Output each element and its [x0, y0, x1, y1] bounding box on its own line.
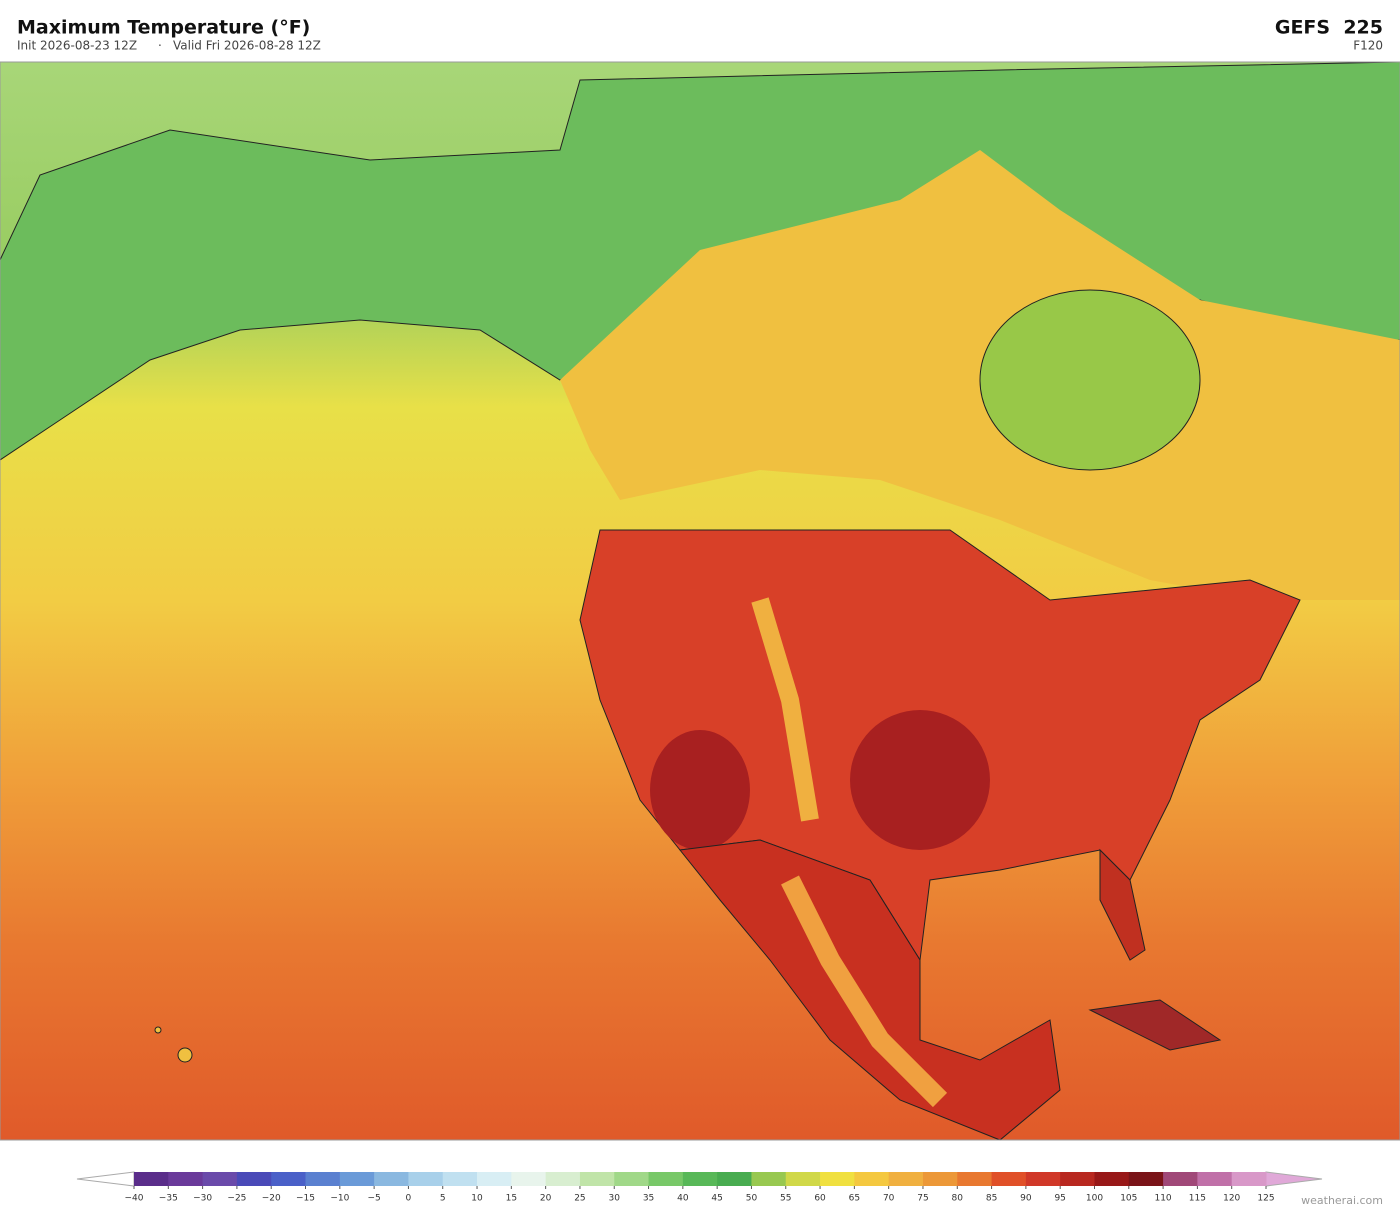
colorbar-tick-label: −15 [296, 1194, 315, 1204]
colorbar-tick-label: 50 [746, 1194, 758, 1204]
colorbar-segment [991, 1172, 1027, 1186]
mexico [679, 839, 1061, 1141]
colorbar-segment [785, 1172, 821, 1186]
colorbar-tick-label: 95 [1054, 1194, 1065, 1204]
colorbar-segment [168, 1172, 204, 1186]
colorbar-under [76, 1171, 135, 1187]
colorbar-segment [614, 1172, 650, 1186]
colorbar-segment [271, 1172, 307, 1186]
colorbar-segment [374, 1172, 409, 1186]
model: GEFS 225 [1275, 17, 1383, 39]
hawaii [154, 1026, 162, 1034]
colorbar-segment [1094, 1172, 1130, 1186]
colorbar-segment [717, 1172, 752, 1186]
colorbar-segment [339, 1172, 375, 1186]
colorbar-tick-label: 55 [780, 1194, 791, 1204]
colorbar-segment [648, 1172, 684, 1186]
colorbar-tick-label: 30 [609, 1194, 621, 1204]
florida [1099, 848, 1146, 961]
colorbar-segment [579, 1172, 615, 1186]
colorbar-segment [1128, 1172, 1164, 1186]
cuba [1088, 999, 1222, 1051]
hot-core [650, 730, 750, 850]
colorbar-segment [1197, 1172, 1233, 1186]
colorbar-segment [1025, 1172, 1061, 1186]
colorbar-tick-label: 20 [540, 1194, 552, 1204]
colorbar-tick-label: −20 [262, 1194, 281, 1204]
colorbar-tick-label: 15 [506, 1194, 517, 1204]
colorbar-over [1265, 1171, 1323, 1187]
hudson-bay [979, 289, 1201, 471]
colorbar-tick-label: 45 [711, 1194, 722, 1204]
colorbar-tick-label: 125 [1257, 1194, 1274, 1204]
colorbar-segment [1163, 1172, 1198, 1186]
valid-time: Valid Fri 2026-08-28 12Z [173, 39, 321, 53]
colorbar-segment [477, 1172, 512, 1186]
colorbar-tick-label: 0 [406, 1194, 412, 1204]
colorbar-segment [511, 1172, 547, 1186]
title: Maximum Temperature (°F) [17, 17, 310, 39]
colorbar-tick-label: 75 [917, 1194, 928, 1204]
colorbar-tick-label: 110 [1154, 1194, 1171, 1204]
colorbar-tick-label: −35 [159, 1194, 178, 1204]
colorbar-segment [957, 1172, 993, 1186]
colorbar-tick-label: −25 [227, 1194, 246, 1204]
colorbar-segment [408, 1172, 444, 1186]
colorbar-tick-label: −10 [330, 1194, 349, 1204]
colorbar-segment [854, 1172, 890, 1186]
colorbar-segment [236, 1172, 272, 1186]
mountains [781, 875, 948, 1108]
colorbar-segment [134, 1172, 169, 1186]
colorbar-segment [682, 1172, 718, 1186]
colorbar-segment [305, 1172, 341, 1186]
colorbar-tick-label: −30 [193, 1194, 212, 1204]
colorbar-tick-label: 35 [643, 1194, 654, 1204]
colorbar-segment [1060, 1172, 1095, 1186]
colorbar-tick-label: 70 [883, 1194, 895, 1204]
colorbar-segment [888, 1172, 924, 1186]
colorbar-segment [751, 1172, 787, 1186]
forecast-hour: F120 [1353, 39, 1383, 53]
hot-core [850, 710, 990, 850]
colorbar-segment [545, 1172, 581, 1186]
watermark: weatherai.com [1301, 1194, 1383, 1207]
colorbar-tick-label: 10 [471, 1194, 483, 1204]
colorbar-tick-label: 80 [952, 1194, 964, 1204]
colorbar-segment [820, 1172, 855, 1186]
colorbar-tick-label: 115 [1189, 1194, 1206, 1204]
colorbar-segment [1231, 1172, 1267, 1186]
colorbar-tick-label: 60 [814, 1194, 826, 1204]
colorbar-tick-label: 120 [1223, 1194, 1240, 1204]
map [0, 61, 1400, 1141]
separator: · [158, 39, 162, 53]
colorbar-tick-label: 25 [574, 1194, 585, 1204]
colorbar-tick-label: 5 [440, 1194, 446, 1204]
colorbar-tick-label: −40 [125, 1194, 144, 1204]
colorbar-tick-label: 90 [1020, 1194, 1032, 1204]
colorbar-tick-label: 65 [849, 1194, 860, 1204]
colorbar-tick-label: 85 [986, 1194, 997, 1204]
colorbar-tick-label: 105 [1120, 1194, 1137, 1204]
map-frame [0, 61, 1400, 1141]
hawaii [177, 1047, 193, 1063]
colorbar-segment [202, 1172, 238, 1186]
init-time: Init 2026-08-23 12Z [17, 39, 137, 53]
colorbar: −40 −35 −30 −25 −20 −15 −10 −5 0 5 10 15 20 25 30 35 40 4… [76, 1171, 1323, 1204]
colorbar-tick-label: −5 [367, 1194, 380, 1204]
mountains [751, 597, 819, 822]
colorbar-segment [922, 1172, 958, 1186]
colorbar-tick-label: 40 [677, 1194, 689, 1204]
colorbar-segment [442, 1172, 478, 1186]
colorbar-tick-label: 100 [1086, 1194, 1103, 1204]
